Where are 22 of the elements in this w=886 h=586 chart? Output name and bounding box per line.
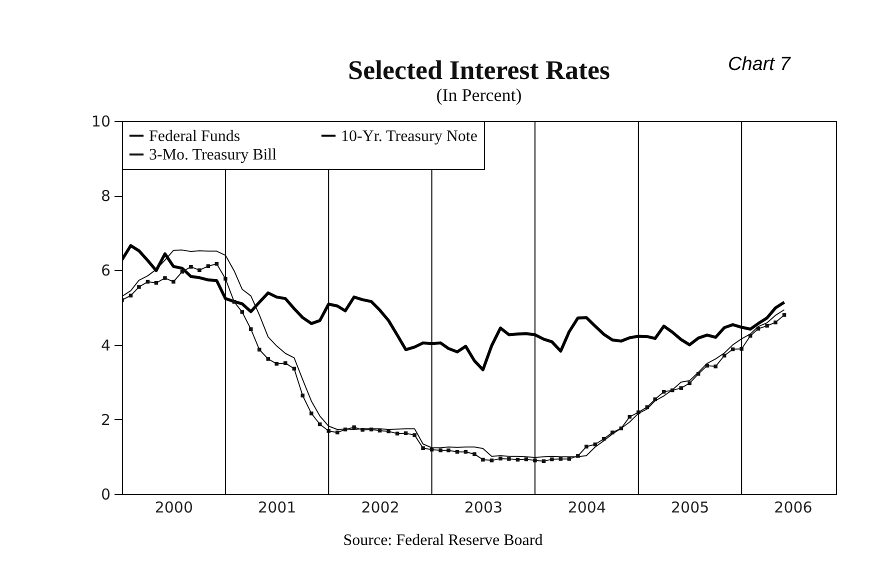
source-note: Source: Federal Reserve Board [342,532,544,550]
y-tick-label: 6 [100,262,110,280]
point [343,428,348,432]
y-tick-label: 8 [100,187,110,206]
x-tick-label: 2005 [670,498,710,516]
x-tick-label: 2002 [361,498,400,516]
y-tick-label: 4 [100,336,110,354]
x-tick-label: 2004 [568,498,606,516]
x-tick-label: 2003 [464,498,503,516]
x-tick-label: 2000 [154,498,194,516]
point [369,428,374,432]
legend-label: Federal Funds [149,128,240,145]
x-tick-label: 2001 [258,498,296,516]
legend-label: 10-Yr. Treasury Note [341,128,478,145]
chart-subtitle: (In Percent) [436,85,522,105]
y-tick-label: 2 [100,410,110,429]
caption: Chart 7 [728,54,790,76]
y-tick-label: 0 [100,486,110,504]
chart-title: Selected Interest Rates [348,55,610,85]
y-tick-label: 10 [91,112,110,130]
legend-label: 3-Mo. Treasury Bill [149,146,278,164]
x-tick-label: 2006 [774,498,812,516]
